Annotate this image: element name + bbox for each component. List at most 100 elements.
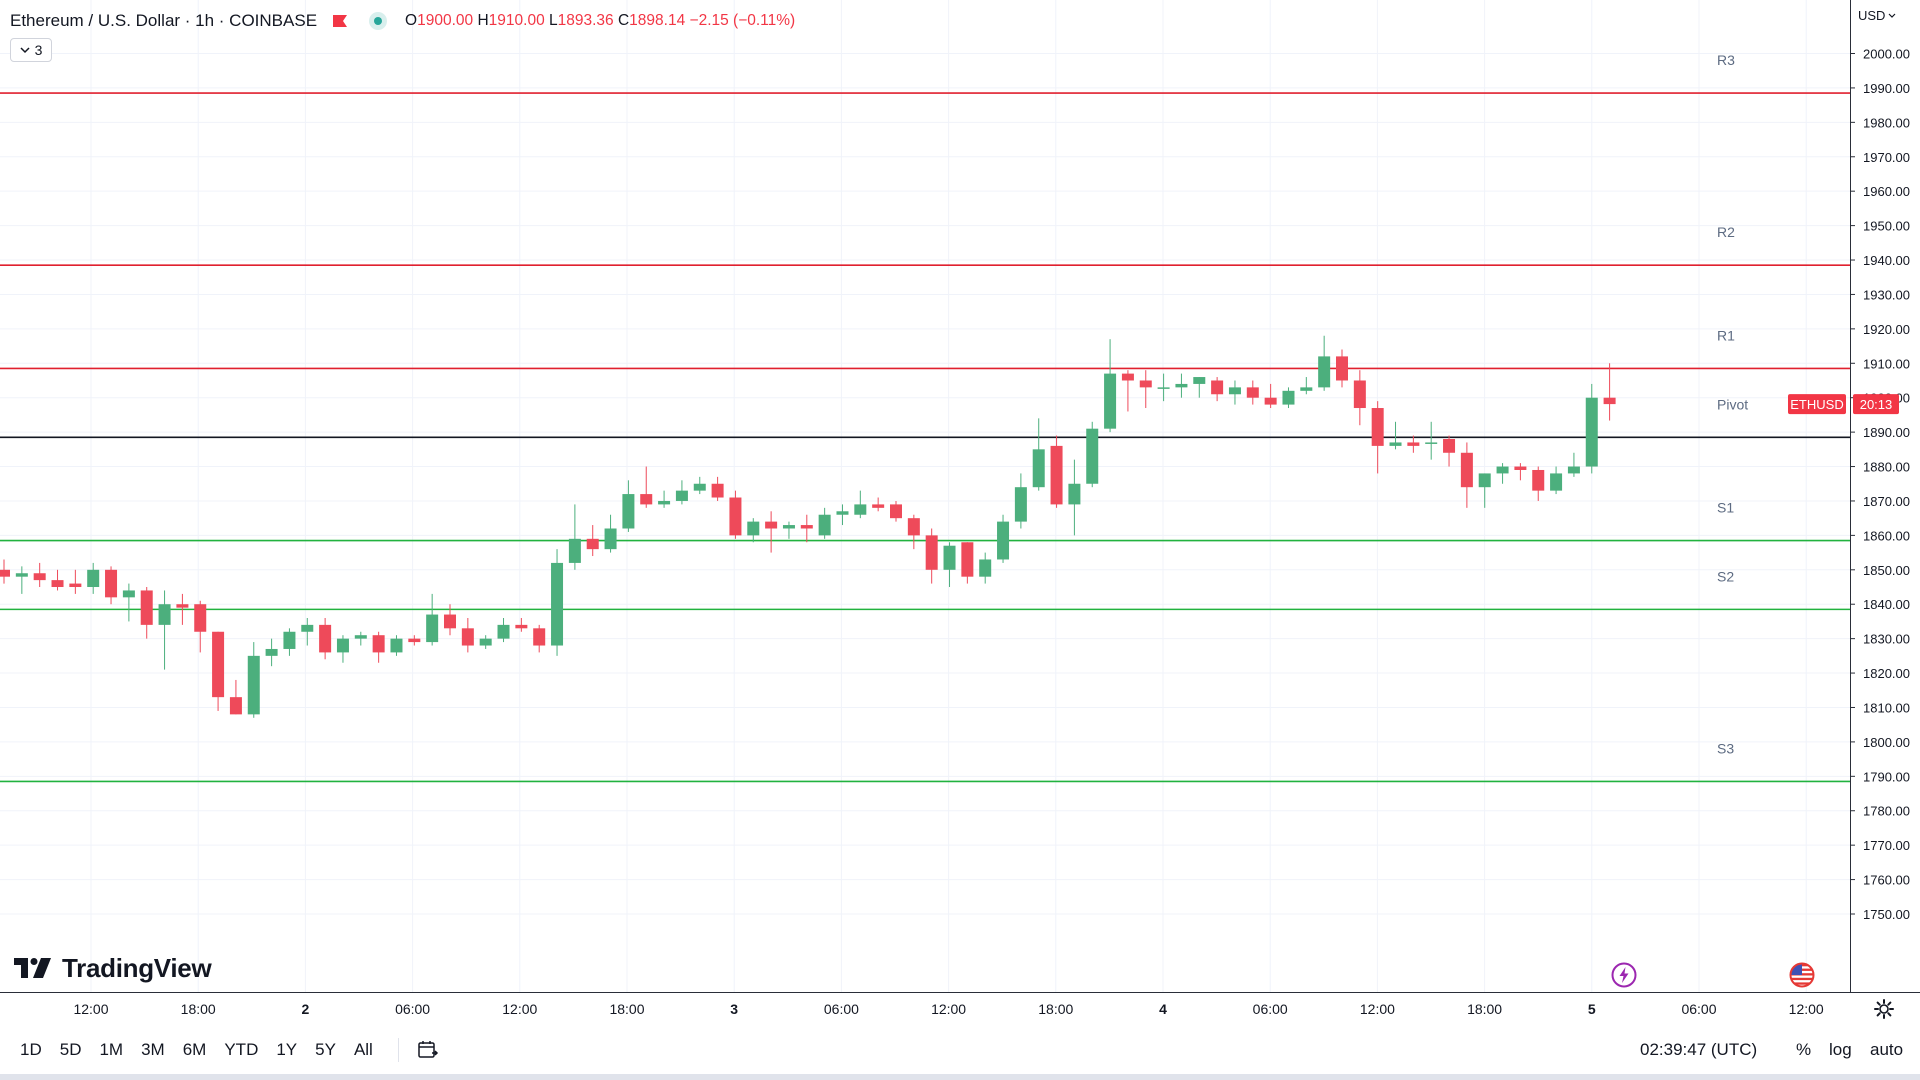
x-tick-label: 06:00 bbox=[824, 1001, 859, 1017]
candle bbox=[1139, 370, 1152, 409]
range-button-5d[interactable]: 5D bbox=[59, 1040, 82, 1059]
change-value: −2.15 (−0.11%) bbox=[689, 12, 796, 29]
candle bbox=[33, 562, 46, 588]
range-button-1m[interactable]: 1M bbox=[99, 1040, 124, 1059]
candle-body bbox=[943, 545, 956, 570]
pivot-label-r2: R2 bbox=[1717, 224, 1735, 240]
auto-toggle[interactable]: auto bbox=[1870, 1026, 1903, 1074]
range-button-ytd[interactable]: YTD bbox=[224, 1040, 259, 1059]
utc-clock[interactable]: 02:39:47 (UTC) bbox=[1640, 1026, 1757, 1074]
pivot-label-s1: S1 bbox=[1717, 500, 1734, 516]
candle-body bbox=[1603, 397, 1616, 405]
range-button-6m[interactable]: 6M bbox=[182, 1040, 207, 1059]
candle-body bbox=[158, 604, 171, 625]
close-label: C bbox=[617, 12, 630, 29]
candle-body bbox=[925, 535, 938, 570]
candle bbox=[622, 480, 635, 532]
range-button-5y[interactable]: 5Y bbox=[315, 1040, 336, 1059]
percent-toggle[interactable]: % bbox=[1796, 1026, 1811, 1074]
candle bbox=[604, 514, 617, 553]
x-tick-label: 18:00 bbox=[1467, 1001, 1502, 1017]
candle bbox=[408, 635, 421, 646]
candle-body bbox=[1175, 383, 1188, 388]
candle bbox=[390, 635, 403, 656]
candle bbox=[818, 507, 831, 539]
candle-body bbox=[997, 521, 1010, 560]
candle bbox=[1585, 383, 1598, 474]
gear-icon[interactable] bbox=[1873, 998, 1895, 1020]
symbol-title[interactable]: Ethereum / U.S. Dollar · 1h · COINBASE bbox=[10, 11, 318, 30]
x-tick-label: 3 bbox=[730, 1001, 738, 1017]
y-tick-label: 1810.00 bbox=[1863, 700, 1910, 715]
candle-body bbox=[818, 514, 831, 536]
flag-icon[interactable] bbox=[331, 14, 349, 28]
lightning-icon[interactable] bbox=[1611, 962, 1637, 988]
range-button-all[interactable]: All bbox=[353, 1040, 373, 1059]
x-tick-label: 4 bbox=[1159, 1001, 1167, 1017]
y-tick-label: 2000.00 bbox=[1863, 47, 1910, 62]
x-tick-label: 12:00 bbox=[1789, 1001, 1824, 1017]
candle bbox=[640, 466, 653, 508]
candle bbox=[1371, 401, 1384, 474]
y-tick-label: 1850.00 bbox=[1863, 563, 1910, 578]
range-button-1d[interactable]: 1D bbox=[20, 1040, 42, 1059]
candle-body bbox=[87, 569, 100, 588]
candle-body bbox=[675, 490, 688, 501]
range-button-1y[interactable]: 1Y bbox=[276, 1040, 298, 1059]
tradingview-logo[interactable]: TradingView bbox=[14, 952, 212, 984]
pivot-label-r3: R3 bbox=[1717, 52, 1735, 68]
candle bbox=[1389, 421, 1402, 450]
candle bbox=[194, 600, 207, 653]
y-tick-label: 1890.00 bbox=[1863, 425, 1910, 440]
candle bbox=[1193, 377, 1206, 398]
y-tick-label: 1780.00 bbox=[1863, 804, 1910, 819]
market-status-icon[interactable] bbox=[369, 12, 388, 30]
candle-body bbox=[1389, 442, 1402, 446]
candle-body bbox=[1353, 380, 1366, 409]
candle-body bbox=[551, 562, 564, 646]
calendar-goto-icon[interactable] bbox=[417, 1039, 439, 1061]
candle-body bbox=[1318, 356, 1331, 388]
y-tick-label: 1840.00 bbox=[1863, 597, 1910, 612]
candle-body bbox=[1068, 483, 1081, 505]
open-label: O bbox=[405, 12, 418, 29]
candle-body bbox=[1014, 487, 1027, 522]
indicator-count: 3 bbox=[34, 42, 43, 58]
y-tick-label: 1950.00 bbox=[1863, 219, 1910, 234]
low-label: L bbox=[549, 12, 558, 29]
candle-body bbox=[336, 638, 349, 653]
candle bbox=[693, 476, 706, 495]
candle-body bbox=[693, 483, 706, 491]
ohlc-values: O1900.00 H1910.00 L1893.36 C1898.14 −2.1… bbox=[405, 12, 795, 30]
candle bbox=[961, 542, 974, 584]
currency-selector[interactable]: USD bbox=[1858, 8, 1896, 23]
indicators-toggle-button[interactable]: 3 bbox=[10, 38, 52, 62]
percent-label: % bbox=[1796, 1040, 1812, 1059]
candle bbox=[105, 566, 118, 605]
candle bbox=[69, 569, 82, 594]
candle-body bbox=[658, 500, 671, 505]
candle-body bbox=[0, 569, 10, 577]
candle bbox=[1353, 370, 1366, 426]
candle-body bbox=[1282, 390, 1295, 405]
candle bbox=[1104, 339, 1117, 433]
candle bbox=[1443, 435, 1456, 467]
range-button-3m[interactable]: 3M bbox=[141, 1040, 165, 1059]
candle bbox=[1228, 380, 1241, 405]
candle-body bbox=[1157, 387, 1170, 389]
x-tick-label: 12:00 bbox=[73, 1001, 108, 1017]
candle bbox=[943, 542, 956, 588]
pivot-label-r1: R1 bbox=[1717, 327, 1735, 343]
log-toggle[interactable]: log bbox=[1829, 1026, 1852, 1074]
candle-body bbox=[782, 525, 795, 529]
candle bbox=[782, 521, 795, 539]
candle-body bbox=[890, 504, 902, 519]
candle bbox=[444, 604, 456, 636]
high-label: H bbox=[477, 12, 489, 29]
candle-body bbox=[515, 624, 528, 629]
us-flag-icon[interactable] bbox=[1789, 962, 1815, 988]
candle-body bbox=[283, 631, 296, 649]
candle bbox=[1407, 435, 1420, 453]
candle bbox=[212, 631, 225, 711]
